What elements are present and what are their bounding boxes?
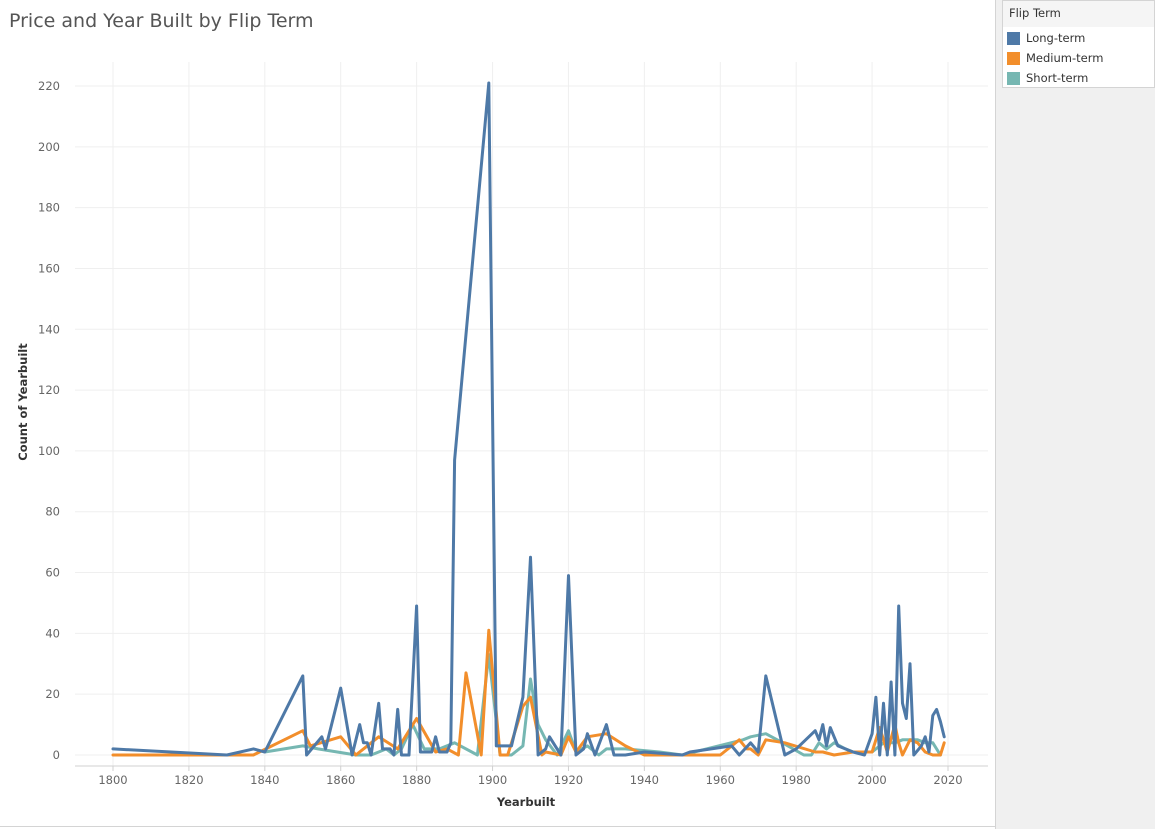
series-line-short-term [263, 653, 942, 757]
y-tick-label: 60 [45, 566, 60, 580]
legend-label: Medium-term [1026, 51, 1104, 65]
y-axis-label: Count of Yearbuilt [16, 343, 30, 461]
legend-item[interactable]: Medium-term [1007, 50, 1103, 66]
legend-header [1003, 1, 1154, 27]
x-tick-label: 1860 [326, 773, 355, 787]
y-tick-label: 200 [38, 140, 60, 154]
legend-swatch [1007, 71, 1020, 85]
legend-label: Short-term [1026, 71, 1089, 85]
x-tick-label: 2000 [857, 773, 886, 787]
y-tick-label: 40 [45, 626, 60, 640]
x-tick-label: 1980 [782, 773, 811, 787]
side-panel [995, 0, 1155, 829]
x-tick-label: 1940 [630, 773, 659, 787]
y-axis-ticks: 0 20 40 60 80 100 120 140 160 180 200 220 [38, 79, 60, 762]
legend-title: Flip Term [1009, 6, 1061, 20]
chart-title: Price and Year Built by Flip Term [9, 10, 314, 32]
x-tick-label: 1840 [250, 773, 279, 787]
x-tick-label: 1900 [478, 773, 507, 787]
y-tick-label: 0 [53, 748, 60, 762]
y-tick-label: 20 [45, 687, 60, 701]
x-axis-ticks: 1800 1820 1840 1860 1880 1900 1920 1940 1960 1980… [98, 766, 963, 787]
series-lines [111, 81, 946, 757]
gridlines [75, 62, 988, 767]
legend-item[interactable]: Long-term [1007, 30, 1085, 46]
y-tick-label: 160 [38, 261, 60, 275]
legend-swatch [1007, 31, 1020, 45]
legend-item[interactable]: Short-term [1007, 70, 1088, 86]
series-line-medium-term [111, 628, 946, 757]
bottom-divider [0, 826, 995, 827]
y-tick-label: 180 [38, 201, 60, 215]
x-tick-label: 1880 [402, 773, 431, 787]
x-axis-label: Yearbuilt [496, 795, 556, 809]
y-tick-label: 220 [38, 79, 60, 93]
y-tick-label: 100 [38, 444, 60, 458]
legend-swatch [1007, 51, 1020, 65]
x-tick-label: 1920 [554, 773, 583, 787]
x-tick-label: 2020 [933, 773, 962, 787]
series-line-long-term [111, 81, 946, 757]
y-tick-label: 120 [38, 383, 60, 397]
x-tick-label: 1820 [174, 773, 203, 787]
legend-label: Long-term [1026, 31, 1086, 45]
x-tick-label: 1800 [98, 773, 127, 787]
legend: Flip Term Long-term Medium-term Short-term [1002, 0, 1155, 88]
y-tick-label: 80 [45, 505, 60, 519]
x-tick-label: 1960 [706, 773, 735, 787]
y-tick-label: 140 [38, 322, 60, 336]
